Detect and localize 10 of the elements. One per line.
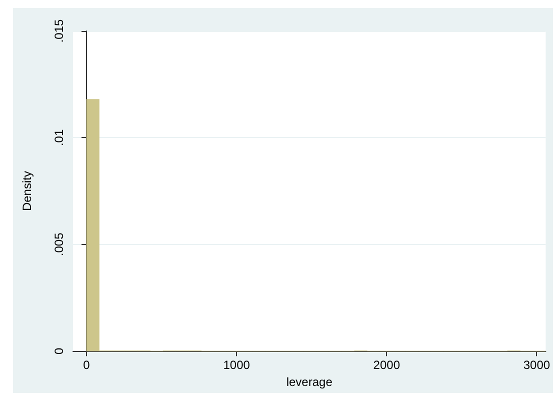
y-tick-label: 0 xyxy=(52,347,66,354)
x-tick-label: 3000 xyxy=(523,358,550,372)
y-tick-label: .005 xyxy=(52,232,66,256)
y-tick-label: .015 xyxy=(52,19,66,43)
x-tick-label: 1000 xyxy=(223,358,250,372)
x-tick-label: 2000 xyxy=(373,358,400,372)
y-tick-label: .01 xyxy=(52,129,66,146)
x-tick-label: 0 xyxy=(83,358,90,372)
x-axis-title: leverage xyxy=(286,375,333,389)
y-axis-title: Density xyxy=(20,171,34,212)
